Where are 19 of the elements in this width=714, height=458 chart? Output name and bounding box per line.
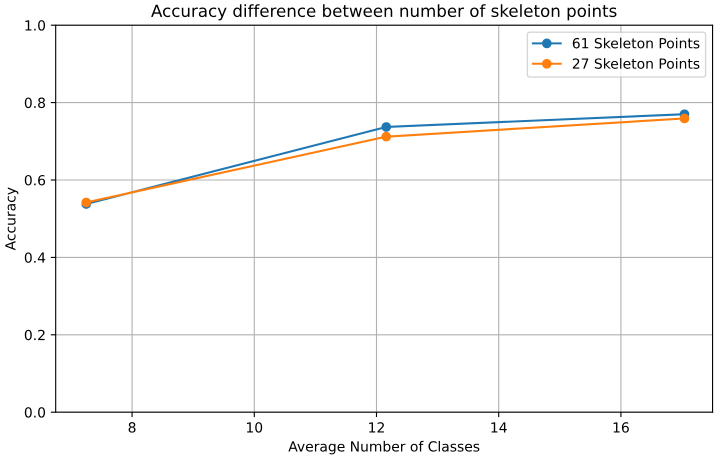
x-tick-label: 10 xyxy=(246,422,262,433)
chart-title: Accuracy difference between number of skeleton points xyxy=(151,4,616,20)
y-axis-title: Accuracy xyxy=(5,187,18,250)
x-axis-title: Average Number of Classes xyxy=(288,440,480,454)
y-tick-label: 0.8 xyxy=(24,98,46,108)
y-tick-label: 0.0 xyxy=(24,407,46,418)
x-tick-label: 16 xyxy=(614,422,629,433)
y-tick-label: 0.2 xyxy=(24,330,45,340)
x-tick-label: 12 xyxy=(369,422,384,432)
x-tick-label: 14 xyxy=(491,422,507,432)
point xyxy=(381,132,392,142)
y-tick-label: 1.0 xyxy=(25,20,46,31)
point xyxy=(680,114,690,124)
legend-label: 27 Skeleton Points xyxy=(572,58,700,69)
y-tick-label: 0.6 xyxy=(24,174,46,186)
x-tick-label: 8 xyxy=(128,422,136,433)
legend-label: 61 Skeleton Points xyxy=(572,38,700,48)
y-tick-label: 0.4 xyxy=(24,252,46,263)
point xyxy=(381,122,392,132)
